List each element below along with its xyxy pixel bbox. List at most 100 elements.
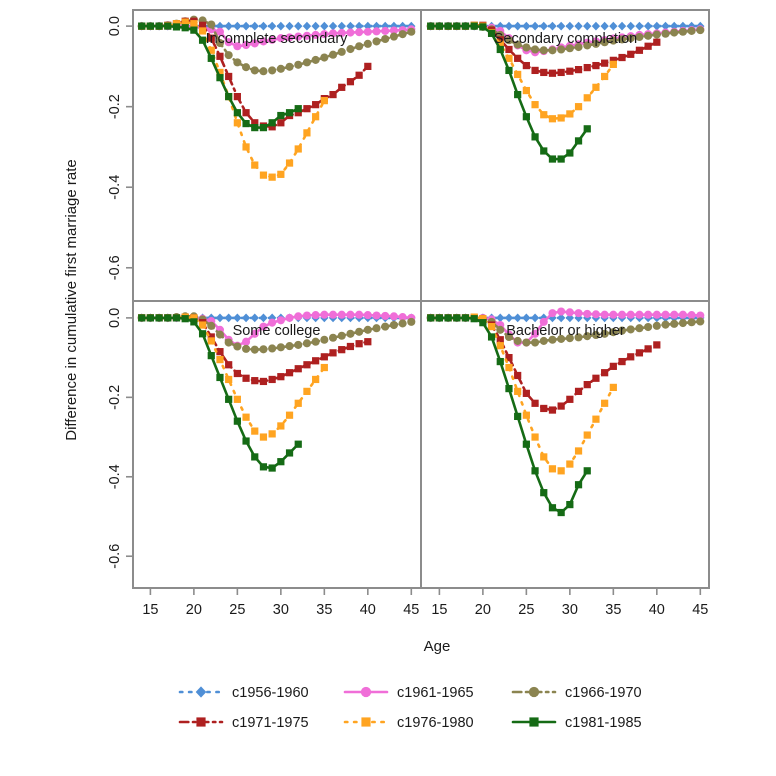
x-tick-label: 15: [142, 602, 158, 618]
data-point: [233, 92, 241, 101]
data-point: [522, 338, 531, 347]
data-point: [311, 21, 320, 31]
data-point: [583, 94, 591, 102]
data-point: [496, 36, 504, 44]
x-tick-label: 15: [431, 602, 447, 618]
data-point: [583, 21, 592, 31]
data-point: [277, 422, 285, 430]
x-tick-label: 45: [403, 602, 419, 618]
data-point: [548, 406, 557, 414]
x-tick-label: 45: [692, 602, 708, 618]
legend-item-c1971-1975[interactable]: c1971-1975: [178, 715, 309, 731]
data-point: [389, 320, 398, 330]
data-point: [600, 38, 609, 47]
data-point: [389, 32, 398, 41]
data-point: [233, 417, 241, 425]
data-point: [398, 30, 407, 39]
data-point: [250, 345, 259, 354]
data-point: [277, 458, 285, 466]
data-point: [277, 170, 285, 178]
data-point: [216, 74, 224, 82]
data-point: [496, 357, 504, 366]
data-point: [427, 22, 435, 30]
data-point: [250, 329, 259, 338]
data-point: [531, 467, 539, 475]
data-point: [354, 21, 364, 31]
data-point: [320, 30, 329, 39]
data-point: [381, 26, 390, 35]
legend-item-c1961-1965[interactable]: c1961-1965: [343, 685, 474, 701]
legend-item-c1976-1980[interactable]: c1976-1980: [343, 715, 474, 731]
data-point: [574, 66, 583, 74]
data-point: [678, 319, 687, 328]
data-point: [496, 313, 505, 323]
x-tick-label: 40: [649, 602, 665, 618]
data-point: [609, 328, 618, 337]
data-point: [540, 453, 548, 461]
data-point: [250, 21, 259, 31]
data-point: [138, 22, 146, 30]
legend-marker-circle-icon: [360, 686, 372, 698]
data-point: [242, 337, 251, 346]
data-point: [329, 90, 337, 99]
data-point: [320, 97, 328, 105]
x-tick-label: 20: [475, 602, 491, 618]
data-point: [574, 447, 583, 455]
data-point: [181, 24, 189, 32]
data-point: [540, 404, 548, 413]
data-point: [355, 327, 364, 336]
legend-item-c1956-1960[interactable]: c1956-1960: [178, 685, 309, 701]
data-point: [242, 109, 250, 117]
data-point: [259, 37, 268, 46]
legend-item-c1966-1970[interactable]: c1966-1970: [511, 685, 642, 701]
data-point: [276, 34, 285, 43]
data-point: [427, 314, 435, 322]
data-point: [312, 357, 320, 365]
data-point: [251, 453, 259, 461]
data-point: [661, 21, 670, 31]
data-point: [609, 310, 618, 319]
data-point: [328, 21, 338, 31]
data-point: [225, 395, 233, 403]
data-point: [233, 109, 241, 117]
data-point: [207, 20, 216, 29]
data-point: [216, 348, 224, 356]
data-point: [225, 72, 233, 81]
data-point: [652, 30, 661, 39]
legend-marker-circle-icon: [528, 686, 540, 698]
data-point: [329, 349, 337, 357]
data-point: [574, 333, 583, 342]
data-point: [635, 32, 644, 42]
data-point: [600, 329, 609, 338]
data-point: [294, 60, 303, 69]
data-point: [338, 346, 346, 354]
data-point: [540, 489, 548, 497]
data-point: [539, 317, 548, 326]
data-point: [548, 465, 557, 473]
data-point: [548, 504, 557, 512]
data-point: [505, 363, 513, 372]
data-point: [225, 375, 233, 384]
data-point: [557, 402, 565, 410]
data-point: [635, 46, 644, 54]
data-point: [303, 361, 311, 369]
legend-item-c1981-1985[interactable]: c1981-1985: [511, 715, 642, 731]
x-axis-title: Age: [424, 638, 451, 655]
data-point: [626, 325, 635, 334]
data-point: [479, 319, 487, 327]
data-point: [277, 111, 285, 120]
data-point: [312, 113, 320, 121]
legend-label: c1971-1975: [232, 715, 309, 731]
data-point: [207, 46, 215, 54]
panel-1: Incomplete secondary: [137, 15, 416, 181]
data-point: [190, 26, 198, 34]
data-point: [277, 119, 285, 127]
data-point: [556, 21, 566, 31]
data-point: [364, 62, 372, 70]
data-point: [514, 54, 522, 62]
data-point: [505, 384, 513, 393]
data-point: [250, 66, 259, 75]
legend-marker-square-icon: [196, 717, 206, 727]
data-point: [328, 310, 338, 319]
data-point: [687, 26, 696, 35]
